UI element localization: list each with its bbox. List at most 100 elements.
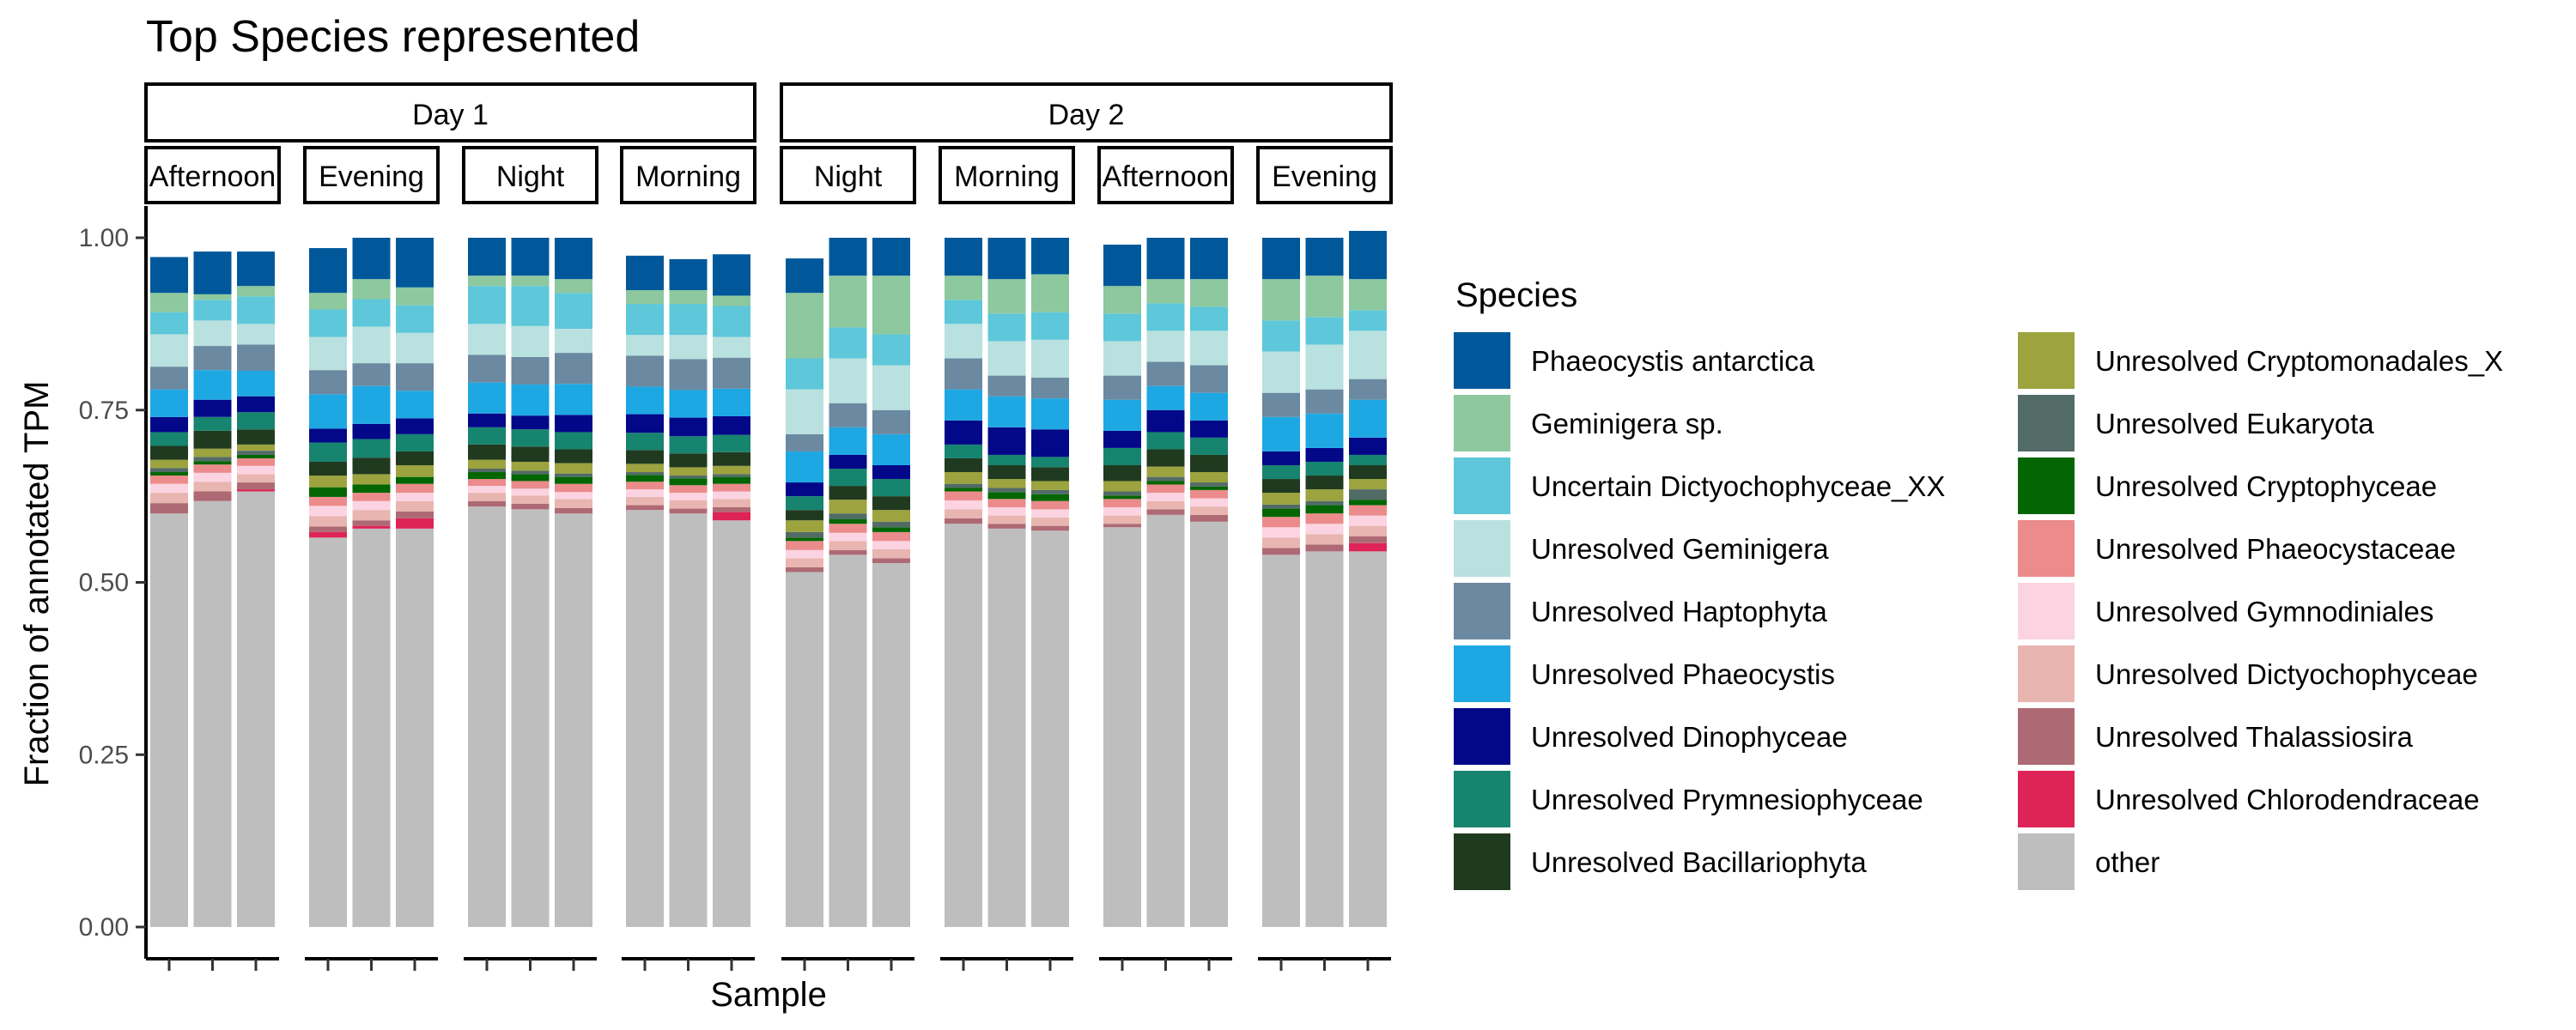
bar-segment-unresolved-cryptophyceae [713, 476, 750, 484]
bar-segment-unresolved-bacillariophyta [987, 464, 1026, 480]
bar-segment-unresolved-haptophyta [1262, 392, 1300, 417]
bar-segment-unresolved-gymnodiniales [555, 492, 592, 500]
legend-label-uncertain-dictyochophyceae-xx: Uncertain Dictyochophyceae_XX [1531, 470, 1945, 502]
facet-strip-period-label: Evening [1272, 161, 1377, 193]
bar-segment-unresolved-dinophyceae [987, 427, 1026, 455]
bar-segment-unresolved-cryptomonadales-x [1146, 466, 1185, 477]
bar-segment-phaeocystis-antarctica [352, 238, 391, 280]
bar-segment-geminigera-sp [1262, 279, 1300, 321]
bar-segment-unresolved-cryptophyceae [1031, 494, 1069, 501]
facet-strip-period-label: Afternoon [1103, 161, 1229, 193]
legend-swatch-unresolved-phaeocystaceae [2018, 520, 2075, 577]
legend-label-unresolved-dinophyceae: Unresolved Dinophyceae [1531, 721, 1848, 753]
bar-segment-unresolved-haptophyta [872, 409, 910, 434]
bar-segment-other [1305, 551, 1344, 927]
bar-segment-unresolved-bacillariophyta [1262, 479, 1300, 494]
facet-strips: Day 1 Afternoon Evening Night Morning Day 2 Ni… [144, 82, 1393, 204]
bar-segment-unresolved-cryptophyceae [1190, 486, 1228, 490]
bar-segment-unresolved-phaeocystaceae [468, 479, 506, 487]
stacked-bar [669, 258, 708, 927]
bar-segment-unresolved-geminigera [1262, 351, 1300, 393]
bar-segment-unresolved-geminigera [1305, 344, 1344, 390]
bar-segment-unresolved-prymnesiophyceae [396, 433, 434, 451]
bar-segment-unresolved-cryptophyceae [786, 537, 823, 542]
bar-segment-geminigera-sp [309, 293, 347, 310]
facet-strip-period [939, 146, 1075, 204]
bar-segment-other [669, 513, 708, 927]
bar-segment-unresolved-bacillariophyta [1103, 464, 1141, 482]
bar-segment-unresolved-prymnesiophyceae [1103, 447, 1141, 465]
bar-segment-geminigera-sp [1146, 279, 1185, 304]
bar-segment-unresolved-gymnodiniales [987, 506, 1026, 516]
bar-segment-unresolved-gymnodiniales [626, 489, 664, 497]
bar-segment-unresolved-dinophyceae [396, 418, 434, 434]
bar-segment-phaeocystis-antarctica [1146, 238, 1185, 280]
bar-segment-unresolved-thalassiosira [352, 520, 391, 526]
bar-segment-unresolved-phaeocystaceae [987, 499, 1026, 507]
bar-segment-unresolved-dinophyceae [872, 464, 910, 480]
legend-label-unresolved-thalassiosira: Unresolved Thalassiosira [2095, 721, 2414, 753]
bar-segment-unresolved-dictyochophyceae [945, 509, 982, 518]
bar-segment-uncertain-dictyochophyceae-xx [987, 313, 1026, 342]
bar-segment-unresolved-prymnesiophyceae [1031, 457, 1069, 468]
bar-segment-unresolved-phaeocystis [150, 389, 188, 417]
bar-segment-unresolved-eukaryota [829, 513, 867, 519]
stacked-bar [1031, 238, 1069, 927]
bar-segment-unresolved-geminigera [237, 324, 275, 345]
bar-segment-unresolved-geminigera [555, 328, 592, 354]
legend-label-unresolved-cryptomonadales-x: Unresolved Cryptomonadales_X [2095, 345, 2503, 377]
chart-title: Top Species represented [146, 12, 640, 62]
bar-segment-unresolved-thalassiosira [396, 511, 434, 518]
bar-segment-unresolved-dictyochophyceae [1349, 525, 1387, 536]
y-tick-label: 1.00 [79, 224, 129, 252]
bar-segment-unresolved-prymnesiophyceae [511, 429, 550, 447]
bar-segment-unresolved-cryptophyceae [1146, 481, 1185, 485]
bar-segment-unresolved-dictyochophyceae [468, 493, 506, 501]
bar-segment-unresolved-phaeocystis [713, 388, 750, 416]
bar-segment-uncertain-dictyochophyceae-xx [511, 286, 550, 326]
bar-segment-unresolved-gymnodiniales [193, 472, 232, 482]
bar-segment-unresolved-eukaryota [237, 451, 275, 455]
bar-segment-unresolved-eukaryota [511, 470, 550, 475]
bar-segment-unresolved-haptophyta [786, 433, 823, 451]
bar-segment-geminigera-sp [193, 294, 232, 300]
bar-segment-unresolved-eukaryota [945, 483, 982, 488]
bar-segment-unresolved-prymnesiophyceae [829, 469, 867, 487]
bar-segment-unresolved-eukaryota [669, 476, 708, 479]
axes: 0.00 0.25 0.50 0.75 1.00 [79, 206, 1391, 971]
bar-segment-unresolved-cryptomonadales-x [1031, 481, 1069, 490]
bar-segment-unresolved-thalassiosira [713, 506, 750, 512]
stacked-bar [150, 257, 188, 927]
bar-segment-unresolved-phaeocystis [829, 427, 867, 455]
bar-segment-unresolved-bacillariophyta [713, 451, 750, 466]
bar-segment-unresolved-geminigera [669, 335, 708, 360]
y-axis-title: Fraction of annotated TPM [18, 381, 56, 787]
bar-segment-unresolved-bacillariophyta [669, 453, 708, 468]
bar-segment-geminigera-sp [829, 276, 867, 328]
bar-segment-unresolved-bacillariophyta [511, 446, 550, 462]
bar-segment-unresolved-phaeocystis [1305, 413, 1344, 448]
bar-segment-unresolved-chlorodendraceae [396, 518, 434, 529]
bar-segment-unresolved-gymnodiniales [786, 549, 823, 559]
bar-segment-geminigera-sp [1031, 274, 1069, 312]
bar-segment-unresolved-gymnodiniales [468, 486, 506, 494]
bar-segment-unresolved-thalassiosira [1103, 524, 1141, 528]
bar-segment-unresolved-cryptophyceae [1103, 495, 1141, 500]
bar-segment-unresolved-phaeocystaceae [1305, 513, 1344, 524]
legend-swatch-unresolved-bacillariophyta [1454, 833, 1510, 890]
bar-segment-other [193, 500, 232, 927]
bar-segment-unresolved-bacillariophyta [872, 496, 910, 511]
bar-segment-unresolved-cryptomonadales-x [1305, 489, 1344, 501]
bar-segment-unresolved-dinophyceae [468, 413, 506, 427]
bar-segment-geminigera-sp [352, 279, 391, 300]
facet-strip-period [144, 146, 281, 204]
bar-segment-unresolved-eukaryota [555, 473, 592, 477]
bar-segment-unresolved-dictyochophyceae [829, 541, 867, 550]
y-tick-label: 0.00 [79, 913, 129, 942]
bar-segment-unresolved-geminigera [1031, 339, 1069, 379]
bar-segment-unresolved-gymnodiniales [150, 483, 188, 494]
bar-segment-unresolved-gymnodiniales [396, 493, 434, 501]
legend-swatch-unresolved-eukaryota [2018, 395, 2075, 451]
bar-segment-unresolved-gymnodiniales [1262, 527, 1300, 538]
